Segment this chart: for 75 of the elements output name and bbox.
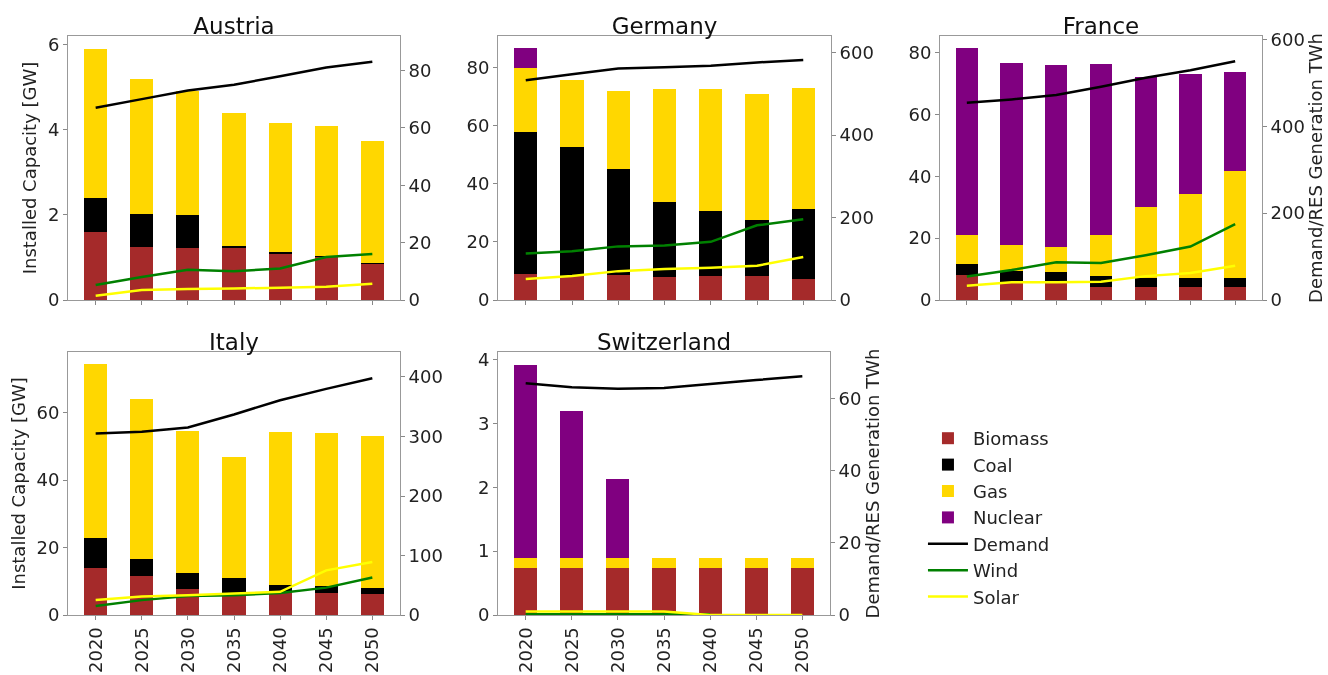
y-tick-label: 2 — [47, 204, 60, 226]
y2-tick-label: 0 — [838, 604, 851, 626]
y-tick-label: 2 — [477, 476, 490, 498]
y-tick-label: 3 — [477, 412, 490, 434]
x-tick-label: 2035 — [222, 627, 244, 674]
legend-label: Solar — [972, 586, 1020, 608]
y2-tick-label: 40 — [408, 174, 432, 196]
y-tick-label: 6 — [47, 33, 60, 55]
y-tick-label: 0 — [919, 289, 932, 311]
y-tick-label: 20 — [908, 227, 932, 249]
legend-label: Gas — [972, 481, 1008, 503]
y2-tick-label: 200 — [1270, 202, 1305, 224]
y-tick-label: 80 — [466, 57, 490, 79]
y-tick-label: 0 — [477, 289, 490, 311]
y2-tick-label: 200 — [408, 485, 443, 507]
y-tick-label: 20 — [36, 536, 60, 558]
legend-label: Wind — [972, 560, 1019, 582]
y-tick-label: 40 — [36, 469, 60, 491]
x-tick-label: 2030 — [606, 627, 628, 674]
y-tick-label: 20 — [466, 231, 490, 253]
y2-axis-title: Demand/RES Generation TWh — [861, 348, 883, 619]
y-axis-title: Installed Capacity [GW] — [19, 61, 41, 275]
y-tick-label: 4 — [477, 348, 490, 370]
x-tick-label: 2020 — [514, 627, 536, 674]
x-tick-label: 2040 — [698, 627, 720, 674]
y2-axis-title: Demand/RES Generation TWh — [1304, 33, 1326, 303]
y2-tick-label: 0 — [839, 289, 852, 311]
y2-tick-label: 0 — [408, 604, 421, 626]
chart-title: France — [1062, 13, 1140, 39]
y2-tick-label: 300 — [408, 425, 443, 447]
y2-tick-label: 600 — [839, 41, 874, 63]
y-tick-label: 80 — [908, 41, 932, 63]
y-tick-label: 60 — [466, 115, 490, 137]
legend-label: Coal — [972, 454, 1013, 476]
x-tick-label: 2050 — [361, 627, 383, 674]
x-tick-label: 2035 — [652, 627, 674, 674]
y-tick-label: 40 — [908, 165, 932, 187]
x-tick-label: 2040 — [268, 627, 290, 674]
x-tick-label: 2025 — [130, 627, 152, 674]
y2-tick-label: 400 — [1270, 115, 1305, 137]
y2-tick-label: 0 — [1270, 289, 1283, 311]
y2-tick-label: 20 — [838, 532, 862, 554]
y-tick-label: 60 — [36, 401, 60, 423]
y2-tick-label: 0 — [408, 289, 421, 311]
chart-title: Switzerland — [596, 329, 732, 355]
y2-tick-label: 400 — [408, 366, 443, 388]
y2-tick-label: 60 — [408, 117, 432, 139]
x-tick-label: 2030 — [176, 627, 198, 674]
y2-tick-label: 600 — [1270, 28, 1305, 50]
y-tick-label: 0 — [47, 289, 60, 311]
y2-tick-label: 20 — [408, 231, 432, 253]
chart-title: Italy — [209, 329, 259, 355]
y-tick-label: 0 — [477, 604, 490, 626]
x-tick-label: 2045 — [745, 627, 767, 674]
y-tick-label: 1 — [477, 540, 490, 562]
chart-title: Germany — [611, 13, 718, 39]
y2-tick-label: 200 — [839, 206, 874, 228]
y2-tick-label: 400 — [839, 124, 874, 146]
y-tick-label: 40 — [466, 173, 490, 195]
legend-label: Nuclear — [972, 507, 1043, 529]
y2-tick-label: 40 — [838, 460, 862, 482]
x-tick-label: 2020 — [84, 627, 106, 674]
y-tick-label: 0 — [47, 604, 60, 626]
x-tick-label: 2045 — [315, 627, 337, 674]
chart-title: Austria — [193, 13, 275, 39]
legend-label: Biomass — [972, 428, 1049, 450]
legend-label: Demand — [972, 533, 1050, 555]
y-tick-label: 60 — [908, 103, 932, 125]
y2-tick-label: 100 — [408, 544, 443, 566]
y-axis-title: Installed Capacity [GW] — [7, 377, 29, 590]
y2-tick-label: 60 — [838, 388, 862, 410]
x-tick-label: 2050 — [791, 627, 813, 674]
x-tick-label: 2025 — [560, 627, 582, 674]
y2-tick-label: 80 — [408, 59, 432, 81]
y-tick-label: 4 — [47, 118, 60, 140]
